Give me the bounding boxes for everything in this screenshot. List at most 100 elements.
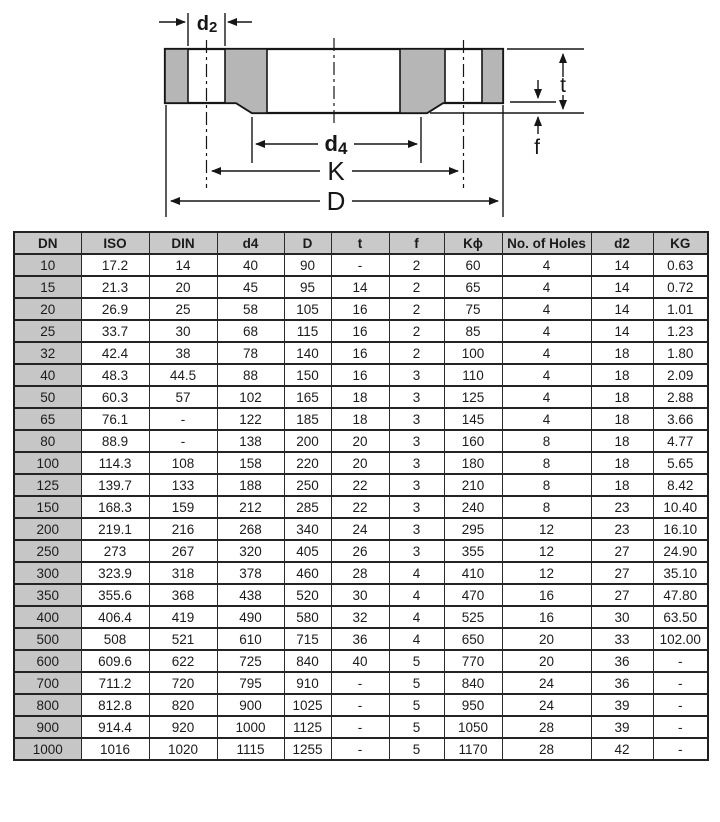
table-cell: 4 [388, 583, 445, 607]
table-cell: 33 [590, 627, 654, 651]
table-cell: 1125 [283, 715, 332, 739]
table-cell: 10 [13, 253, 82, 277]
header-cell: No. of Holes [501, 231, 592, 255]
table-cell: 36 [590, 649, 654, 673]
table-cell: 133 [148, 473, 218, 497]
table-cell: 32 [13, 341, 82, 365]
table-cell: 18 [330, 385, 390, 409]
table-cell: 720 [148, 671, 218, 695]
table-cell: 0.63 [652, 253, 709, 277]
table-cell: 105 [283, 297, 332, 321]
table-cell: 200 [13, 517, 82, 541]
table-cell: 8 [501, 495, 592, 519]
table-row: 80 88.9-138 200 20 3 160 8 18 4.77 [13, 429, 709, 453]
table-cell: 40 [13, 363, 82, 387]
table-cell: 14 [590, 319, 654, 343]
table-cell: 650 [443, 627, 503, 651]
table-cell: 2 [388, 253, 445, 277]
table-cell: 100 [443, 341, 503, 365]
table-cell: 3 [388, 363, 445, 387]
table-cell: 4 [501, 341, 592, 365]
table-cell: 108 [148, 451, 218, 475]
table-cell: 50 [13, 385, 82, 409]
table-row: 200 219.1 216 268 340 24 3 295 12 23 16.10 [13, 517, 709, 541]
table-cell: 18 [590, 341, 654, 365]
table-cell: 14 [330, 275, 390, 299]
table-cell: - [330, 737, 390, 761]
table-cell: 1000 [13, 737, 82, 761]
table-cell: 68 [216, 319, 285, 343]
table-cell: 910 [283, 671, 332, 695]
table-cell: 48.3 [80, 363, 150, 387]
table-cell: 4 [388, 627, 445, 651]
table-cell: 40 [330, 649, 390, 673]
table-cell: 1.23 [652, 319, 709, 343]
table-cell: 140 [283, 341, 332, 365]
table-cell: 115 [283, 319, 332, 343]
table-cell: - [330, 253, 390, 277]
table-cell: 158 [216, 451, 285, 475]
table-cell: 4.77 [652, 429, 709, 453]
table-cell: 5 [388, 671, 445, 695]
table-cell: 521 [148, 627, 218, 651]
table-cell: 47.80 [652, 583, 709, 607]
header-cell: Kϕ [443, 231, 503, 255]
table-cell: - [148, 429, 218, 453]
table-cell: 3 [388, 539, 445, 563]
table-cell: 26.9 [80, 297, 150, 321]
table-cell: 78 [216, 341, 285, 365]
table-cell: 88.9 [80, 429, 150, 453]
table-cell: 150 [13, 495, 82, 519]
table-cell: - [148, 407, 218, 431]
table-cell: 42.4 [80, 341, 150, 365]
table-cell: 3 [388, 451, 445, 475]
table-row: 65 76.1-122 185 18 3 145 4 18 3.66 [13, 407, 709, 431]
metal-right-end [481, 48, 504, 104]
table-cell: - [652, 737, 709, 761]
table-row: 800 812.8 820 900 1025-5 950 24 39- [13, 693, 709, 717]
table-cell: 22 [330, 473, 390, 497]
table-cell: 410 [443, 561, 503, 585]
table-row: 40 48.3 44.5 88 150 16 3 110 4 18 2.09 [13, 363, 709, 387]
table-cell: 18 [590, 451, 654, 475]
dim-label-d-outer: D [327, 186, 346, 216]
table-cell: 21.3 [80, 275, 150, 299]
table-cell: 18 [590, 407, 654, 431]
table-row: 25 33.7 30 68 115 16 2 85 4 14 1.23 [13, 319, 709, 343]
table-cell: 700 [13, 671, 82, 695]
table-cell: 38 [148, 341, 218, 365]
flange-drawing: d2 t f d4 [0, 0, 720, 230]
table-cell: 14 [590, 275, 654, 299]
table-cell: 125 [13, 473, 82, 497]
table-cell: 355.6 [80, 583, 150, 607]
table-cell: 438 [216, 583, 285, 607]
table-cell: 24 [501, 693, 592, 717]
table-cell: 318 [148, 561, 218, 585]
header-cell: ISO [80, 231, 150, 255]
table-cell: 168.3 [80, 495, 150, 519]
table-cell: 36 [590, 671, 654, 695]
table-cell: - [330, 693, 390, 717]
table-cell: 20 [148, 275, 218, 299]
table-cell: 95 [283, 275, 332, 299]
table-row: 700 711.2 720 795 910-5 840 24 36- [13, 671, 709, 695]
table-cell: 20 [13, 297, 82, 321]
table-cell: 139.7 [80, 473, 150, 497]
table-cell: 76.1 [80, 407, 150, 431]
table-cell: 610 [216, 627, 285, 651]
table-cell: 210 [443, 473, 503, 497]
table-cell: 17.2 [80, 253, 150, 277]
table-cell: 400 [13, 605, 82, 629]
flange-metal-sections [164, 48, 504, 114]
table-cell: 14 [148, 253, 218, 277]
table-cell: 4 [501, 407, 592, 431]
table-cell: 419 [148, 605, 218, 629]
table-cell: 285 [283, 495, 332, 519]
table-cell: 159 [148, 495, 218, 519]
table-cell: 8 [501, 473, 592, 497]
table-cell: 406.4 [80, 605, 150, 629]
table-cell: 950 [443, 693, 503, 717]
table-cell: 16 [330, 319, 390, 343]
table-cell: 60.3 [80, 385, 150, 409]
metal-right-hub [399, 48, 446, 114]
